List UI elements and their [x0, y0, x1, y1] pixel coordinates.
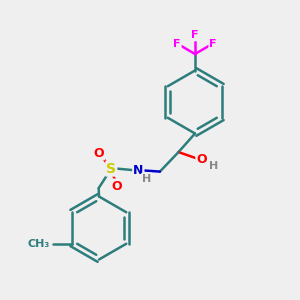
Text: H: H	[142, 173, 151, 184]
Text: O: O	[196, 153, 207, 166]
Text: O: O	[93, 146, 104, 160]
Text: H: H	[209, 161, 218, 171]
Text: F: F	[173, 38, 181, 49]
Text: S: S	[106, 162, 116, 176]
Text: F: F	[191, 30, 199, 40]
Text: O: O	[111, 179, 122, 193]
Text: N: N	[133, 164, 143, 177]
Text: CH₃: CH₃	[27, 239, 50, 249]
Text: F: F	[209, 38, 217, 49]
